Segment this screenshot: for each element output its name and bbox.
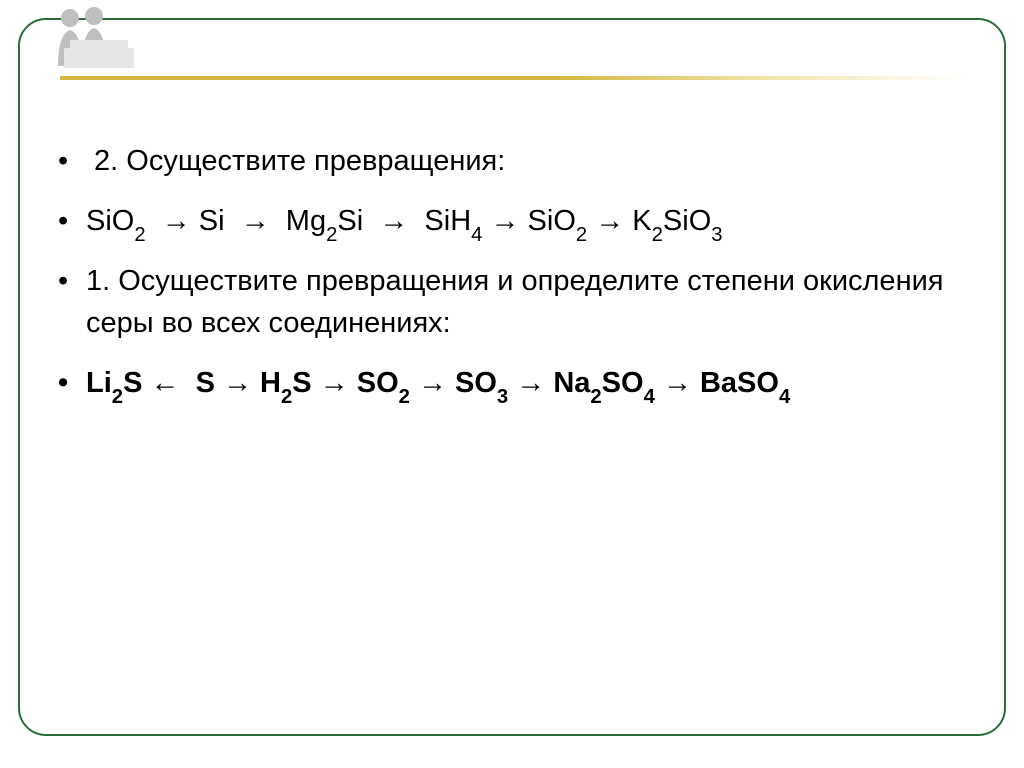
list-item: •SiO2 → Si → Mg2Si → SiH4 → SiO2 → K2SiO…	[58, 200, 966, 242]
decorative-silhouette-icon	[36, 0, 156, 80]
list-item: •1. Осуществите превращения и определите…	[58, 260, 966, 344]
bullet-icon: •	[58, 140, 86, 182]
list-item: • 2. Осуществите превращения:	[58, 140, 966, 182]
line-text: Li2S ← S → H2S → SO2 → SO3 → Na2SO4 → Ba…	[86, 362, 962, 404]
line-text: SiO2 → Si → Mg2Si → SiH4 → SiO2 → K2SiO3	[86, 200, 962, 242]
header-divider	[60, 76, 964, 80]
list-item: •Li2S ← S → H2S → SO2 → SO3 → Na2SO4 → B…	[58, 362, 966, 404]
line-text: 1. Осуществите превращения и определите …	[86, 260, 962, 344]
line-text: 2. Осуществите превращения:	[86, 140, 962, 182]
bullet-icon: •	[58, 200, 86, 242]
bullet-icon: •	[58, 260, 86, 302]
slide-content: • 2. Осуществите превращения: •SiO2 → Si…	[58, 140, 966, 422]
bullet-icon: •	[58, 362, 86, 404]
